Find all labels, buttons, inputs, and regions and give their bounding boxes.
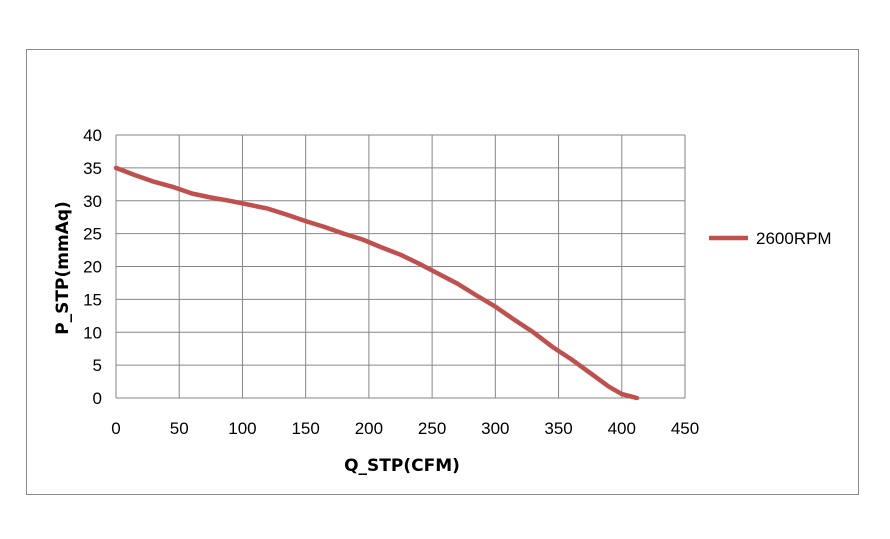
series-line — [113, 165, 640, 401]
x-tick-label: 450 — [671, 419, 699, 438]
y-axis-title: P_STP(mmAq) — [53, 201, 73, 335]
y-tick-label: 25 — [83, 225, 102, 244]
y-tick-label: 35 — [83, 159, 102, 178]
y-tick-label: 10 — [83, 323, 102, 342]
y-tick-label: 40 — [83, 126, 102, 145]
x-tick-label: 200 — [355, 419, 383, 438]
x-axis-title: Q_STP(CFM) — [344, 456, 460, 476]
y-tick-label: 0 — [93, 389, 102, 408]
x-tick-label: 100 — [228, 419, 256, 438]
x-tick-label: 0 — [111, 419, 120, 438]
grid — [115, 134, 686, 399]
y-tick-label: 5 — [93, 356, 102, 375]
legend: 2600RPM — [709, 229, 832, 248]
y-tick-label: 15 — [83, 290, 102, 309]
x-tick-label: 350 — [544, 419, 572, 438]
y-tick-label: 30 — [83, 192, 102, 211]
series-layer — [113, 165, 640, 401]
tick-labels: 0 50 100 150 200 250 300 350 400 450 0 5 10 15 20 25 30 3… — [83, 126, 699, 438]
x-tick-label: 400 — [608, 419, 636, 438]
y-tick-label: 20 — [83, 258, 102, 277]
chart-frame — [26, 49, 859, 495]
x-tick-label: 50 — [170, 419, 189, 438]
x-tick-label: 250 — [418, 419, 446, 438]
x-tick-label: 150 — [291, 419, 319, 438]
x-tick-label: 300 — [481, 419, 509, 438]
legend-label: 2600RPM — [756, 229, 832, 248]
